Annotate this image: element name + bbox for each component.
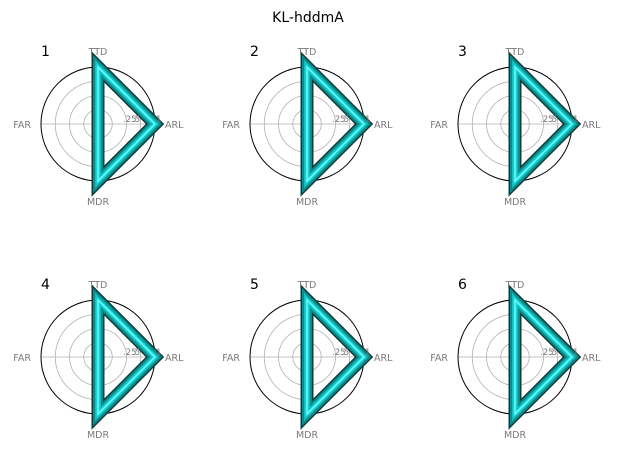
data-series-polygon — [300, 284, 374, 430]
radial-tick-label: 1 — [365, 115, 370, 125]
radar-panel-2: TTD ARL MDR FAR .25.5 1 2 — [222, 44, 393, 208]
series-band — [306, 65, 365, 183]
axis-label-mdr: MDR — [296, 197, 319, 208]
radial-tick-label: 1 — [156, 115, 161, 125]
radar-panel-4: TTD ARL MDR FAR .25.5 1 4 — [13, 277, 184, 441]
axis-label-ttd: TTD — [505, 47, 525, 58]
figure-title: KL-hddmA — [272, 10, 344, 26]
radial-tick-label: .5 — [549, 348, 557, 358]
radial-tick-label: .5 — [341, 115, 349, 125]
axis-label-far: FAR — [430, 120, 448, 131]
radial-tick-label: .5 — [132, 115, 140, 125]
radial-tick-label: .25 — [332, 115, 346, 125]
radar-panel-3: TTD ARL MDR FAR .25.5 1 3 — [430, 44, 601, 208]
data-series-polygon — [300, 51, 374, 197]
panel-number: 4 — [41, 277, 50, 293]
panel-number: 6 — [458, 277, 467, 293]
radial-tick-label: 1 — [365, 348, 370, 358]
axis-label-ttd: TTD — [505, 280, 525, 291]
panel-number: 5 — [250, 277, 259, 293]
axis-label-far: FAR — [430, 353, 448, 364]
data-series-polygon — [91, 284, 165, 430]
axis-label-arl: ARL — [582, 353, 601, 364]
axis-label-arl: ARL — [165, 120, 184, 131]
radial-tick-label: .25 — [540, 115, 554, 125]
axis-label-mdr: MDR — [87, 430, 110, 441]
series-band — [514, 298, 573, 416]
axis-label-ttd: TTD — [297, 47, 317, 58]
axis-label-far: FAR — [13, 353, 31, 364]
panel-number: 2 — [250, 44, 259, 60]
axis-label-arl: ARL — [582, 120, 601, 131]
panel-number: 3 — [458, 44, 467, 60]
radial-tick-label: .25 — [123, 115, 137, 125]
data-series-polygon — [508, 284, 582, 430]
data-series-polygon — [91, 51, 165, 197]
radial-tick-label: 1 — [156, 348, 161, 358]
axis-label-ttd: TTD — [297, 280, 317, 291]
axis-label-ttd: TTD — [88, 47, 108, 58]
series-band — [306, 298, 365, 416]
radial-tick-label: .25 — [540, 348, 554, 358]
radial-tick-label: 1 — [573, 115, 578, 125]
series-band — [97, 298, 156, 416]
axis-label-arl: ARL — [374, 120, 393, 131]
radial-tick-label: .25 — [123, 348, 137, 358]
axis-label-far: FAR — [222, 353, 240, 364]
radial-tick-label: .5 — [549, 115, 557, 125]
panel-number: 1 — [41, 44, 50, 60]
axis-label-mdr: MDR — [296, 430, 319, 441]
axis-label-arl: ARL — [165, 353, 184, 364]
radial-tick-label: .25 — [332, 348, 346, 358]
radar-panel-1: TTD ARL MDR FAR .25.5 1 1 — [13, 44, 184, 208]
axis-label-mdr: MDR — [504, 430, 527, 441]
radar-panel-6: TTD ARL MDR FAR .25.5 1 6 — [430, 277, 601, 441]
radar-panel-5: TTD ARL MDR FAR .25.5 1 5 — [222, 277, 393, 441]
axis-label-far: FAR — [222, 120, 240, 131]
radial-tick-label: .5 — [341, 348, 349, 358]
series-band — [514, 65, 573, 183]
data-series-polygon — [508, 51, 582, 197]
axis-label-ttd: TTD — [88, 280, 108, 291]
series-band — [97, 65, 156, 183]
axis-label-mdr: MDR — [87, 197, 110, 208]
radial-tick-label: .5 — [132, 348, 140, 358]
radial-tick-label: 1 — [573, 348, 578, 358]
axis-label-far: FAR — [13, 120, 31, 131]
axis-label-arl: ARL — [374, 353, 393, 364]
axis-label-mdr: MDR — [504, 197, 527, 208]
